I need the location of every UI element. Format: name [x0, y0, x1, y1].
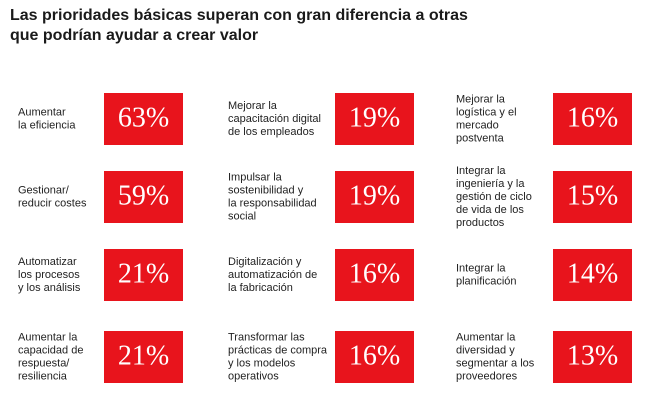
item-label: resiliencia [18, 370, 68, 382]
value-box [335, 331, 414, 383]
value-text: 21% [118, 340, 169, 371]
value-box [335, 249, 414, 301]
value-box [553, 171, 632, 223]
value-text: 63% [118, 102, 169, 133]
item-label: prácticas de compra [228, 344, 328, 356]
item-label: y los modelos [228, 357, 296, 369]
item-label: Digitalización y [228, 256, 302, 268]
item-label: automatización de [228, 269, 317, 281]
item-label: operativos [228, 370, 279, 382]
item-label: Aumentar [18, 106, 66, 118]
item-label: gestión de ciclo [456, 191, 532, 203]
value-text: 16% [349, 258, 400, 289]
item-label: la eficiencia [18, 119, 76, 131]
value-text: 14% [567, 258, 618, 289]
value-text: 16% [567, 102, 618, 133]
item-label: la fabricación [228, 282, 293, 294]
item-label: Transformar las [228, 331, 305, 343]
item-label: segmentar a los [456, 357, 535, 369]
item-label: y los análisis [18, 282, 81, 294]
item-label: ingeniería y la [456, 178, 525, 190]
item-label: capacidad de [18, 344, 83, 356]
value-text: 16% [349, 340, 400, 371]
value-box [335, 171, 414, 223]
item-label: los procesos [18, 269, 80, 281]
item-label: Mejorar la [228, 100, 278, 112]
item-label: Aumentar la [18, 331, 78, 343]
value-box [553, 249, 632, 301]
item-label: Integrar la [456, 165, 506, 177]
value-text: 13% [567, 340, 618, 371]
item-label: respuesta/ [18, 357, 70, 369]
item-label: proveedores [456, 370, 518, 382]
item-label: Mejorar la [456, 93, 506, 105]
item-label: Aumentar la [456, 331, 516, 343]
item-label: sostenibilidad y [228, 184, 304, 196]
value-text: 15% [567, 180, 618, 211]
title-line: Las prioridades básicas superan con gran… [10, 7, 468, 24]
item-label: Impulsar la [228, 171, 283, 183]
value-box [104, 93, 183, 145]
value-text: 19% [349, 102, 400, 133]
item-label: de los empleados [228, 126, 315, 138]
item-label: postventa [456, 132, 505, 144]
item-label: mercado [456, 119, 499, 131]
value-text: 21% [118, 258, 169, 289]
value-box [104, 249, 183, 301]
item-label: diversidad y [456, 344, 515, 356]
value-box [104, 171, 183, 223]
value-text: 19% [349, 180, 400, 211]
item-label: reducir costes [18, 197, 87, 209]
item-label: Gestionar/ [18, 184, 70, 196]
item-label: capacitación digital [228, 113, 321, 125]
value-box [553, 93, 632, 145]
item-label: la responsabilidad [228, 197, 317, 209]
value-text: 59% [118, 180, 169, 211]
value-box [104, 331, 183, 383]
value-box [335, 93, 414, 145]
item-label: Automatizar [18, 256, 77, 268]
item-label: productos [456, 217, 505, 229]
item-label: de vida de los [456, 204, 524, 216]
item-label: logística y el [456, 106, 517, 118]
item-label: Integrar la [456, 262, 506, 274]
value-box [553, 331, 632, 383]
title-line: que podrían ayudar a crear valor [10, 27, 258, 44]
item-label: planificación [456, 275, 517, 287]
item-label: social [228, 210, 256, 222]
